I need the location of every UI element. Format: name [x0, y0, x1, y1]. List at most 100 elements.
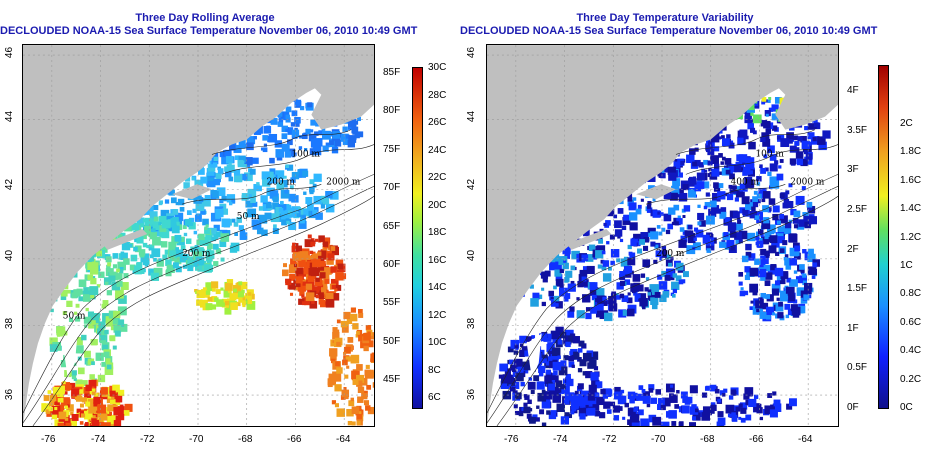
sst-average-map[interactable]: 100 m 200 m 2000 m 200 m 50 m 50 m [22, 44, 375, 427]
right-cbar-f-label-5: 1.5F [847, 283, 868, 295]
right-land-cape [636, 184, 676, 200]
right-ytick-40: 40 [466, 249, 478, 262]
left-title-line2: DECLOUDED NOAA-15 Sea Surface Temperatur… [0, 25, 418, 37]
left-cbar-c-label-3: 24C [428, 144, 447, 156]
left-cbar-f-label-7: 50F [383, 335, 401, 347]
right-cbar-f-label-2: 3F [847, 164, 859, 176]
right-cbar-f-label-6: 1F [847, 322, 859, 334]
left-cbar-f-label-6: 55F [383, 297, 401, 309]
right-contour-label-2: 2000 m [790, 177, 825, 187]
left-ytick-44: 44 [4, 110, 16, 123]
right-cbar-c-label-6: 0.8C [900, 288, 922, 300]
sst-variability-map[interactable]: 100 m 200 m 2000 m 400 m [486, 44, 839, 427]
left-ytick-38: 38 [4, 317, 16, 330]
left-cbar-c-label-1: 28C [428, 89, 447, 101]
left-land-nova-scotia [291, 45, 374, 130]
left-warm-patch [194, 279, 256, 315]
left-cbar-f-label-4: 65F [383, 220, 401, 232]
left-land-mainland [23, 45, 374, 426]
right-cbar-c-label-5: 1C [900, 260, 913, 271]
left-cbar-c-label-9: 12C [428, 309, 447, 321]
left-xtick-74: -74 [91, 434, 106, 445]
right-cbar-f-label-1: 3.5F [847, 124, 868, 136]
left-gridlines [23, 45, 374, 426]
left-contour-label-3: 200 m [267, 177, 296, 187]
right-cbar-f-label-8: 0F [847, 402, 859, 413]
left-cbar-c-label-4: 22C [428, 172, 447, 183]
left-map-svg: 100 m 200 m 2000 m 200 m 50 m 50 m [23, 45, 374, 426]
right-land-mainland [487, 45, 838, 426]
left-ytick-46: 46 [4, 46, 16, 59]
right-xtick-68: -68 [700, 434, 715, 445]
left-cbar-f-label-0: 85F [383, 67, 401, 78]
right-bay-chesapeake [526, 333, 542, 379]
left-ytick-40: 40 [4, 249, 16, 262]
left-xtick-72: -72 [140, 434, 155, 445]
left-cbar-c-label-5: 20C [428, 199, 447, 211]
right-ytick-36: 36 [466, 388, 478, 401]
left-colorbar [412, 67, 423, 409]
right-contour-label-3: 400 m [731, 177, 760, 187]
left-cbar-f-label-1: 80F [383, 105, 401, 117]
right-offshore-var [563, 383, 797, 426]
right-land-long-island [566, 229, 612, 250]
right-colorbar [878, 65, 889, 409]
left-contour-label-5: 50 m [237, 212, 260, 222]
left-xtick-64: -64 [336, 434, 351, 445]
right-cbar-f-label-4: 2F [847, 243, 859, 255]
right-title-line1: Three Day Temperature Variability [576, 12, 754, 24]
right-gridlines [487, 45, 838, 426]
left-ytick-42: 42 [4, 178, 16, 191]
right-ytick-44: 44 [466, 110, 478, 123]
right-cbar-c-label-8: 0.4C [900, 345, 922, 357]
right-bathymetry [487, 129, 838, 426]
right-cbar-f-label-3: 2.5F [847, 203, 868, 215]
right-xtick-76: -76 [504, 434, 519, 445]
right-ytick-38: 38 [466, 317, 478, 330]
left-cbar-c-label-0: 30C [428, 62, 447, 73]
left-contour-label-2: 2000 m [326, 177, 361, 187]
right-ytick-46: 46 [466, 46, 478, 59]
right-cbar-c-label-1: 1.8C [900, 146, 922, 158]
left-gulf-stream-eddy [282, 234, 347, 309]
right-cbar-c-label-0: 2C [900, 118, 913, 129]
left-xtick-66: -66 [287, 434, 302, 445]
left-ytick-36: 36 [4, 388, 16, 401]
left-land-cape [172, 184, 212, 200]
right-cbar-f-label-0: 4F [847, 85, 859, 96]
left-cbar-c-label-7: 16C [428, 254, 447, 266]
right-land-nova-scotia [755, 45, 838, 130]
right-xtick-74: -74 [553, 434, 568, 445]
right-shelf-var [507, 234, 689, 322]
left-cbar-f-label-3: 70F [383, 182, 401, 194]
right-xtick-70: -70 [651, 434, 666, 445]
right-cbar-c-label-3: 1.4C [900, 203, 922, 215]
left-gulf-stream-south [41, 379, 133, 426]
left-cbar-f-label-8: 45F [383, 374, 401, 385]
right-xtick-64: -64 [798, 434, 813, 445]
left-cbar-c-label-8: 14C [428, 282, 447, 293]
left-xtick-76: -76 [41, 434, 56, 445]
left-contour-label-4: 50 m [63, 312, 86, 322]
right-ytick-42: 42 [466, 178, 478, 191]
right-title-line2: DECLOUDED NOAA-15 Sea Surface Temperatur… [460, 25, 878, 37]
right-cbar-c-label-10: 0C [900, 402, 913, 413]
left-xtick-68: -68 [238, 434, 253, 445]
right-xtick-66: -66 [749, 434, 764, 445]
left-cbar-f-label-2: 75F [383, 143, 401, 155]
right-xtick-72: -72 [602, 434, 617, 445]
left-contour-label-0: 100 m [291, 149, 320, 159]
left-bay-chesapeake [62, 333, 78, 379]
right-cbar-c-label-4: 1.2C [900, 231, 922, 243]
left-cbar-c-label-11: 8C [428, 364, 441, 376]
left-cbar-c-label-10: 10C [428, 337, 447, 348]
left-cbar-c-label-6: 18C [428, 227, 447, 238]
right-map-svg: 100 m 200 m 2000 m 400 m [487, 45, 838, 426]
left-title-line1: Three Day Rolling Average [135, 12, 275, 24]
right-cbar-c-label-7: 0.6C [900, 316, 922, 328]
right-cbar-f-label-7: 0.5F [847, 362, 868, 374]
left-contour-label-1: 200 m [182, 249, 211, 259]
right-cbar-c-label-9: 0.2C [900, 373, 922, 385]
left-cbar-f-label-5: 60F [383, 258, 401, 270]
left-land-long-island [102, 229, 148, 250]
